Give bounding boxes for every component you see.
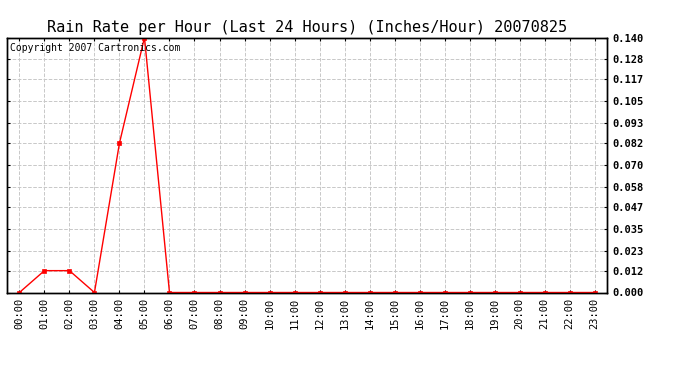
Text: Copyright 2007 Cartronics.com: Copyright 2007 Cartronics.com [10, 43, 180, 52]
Title: Rain Rate per Hour (Last 24 Hours) (Inches/Hour) 20070825: Rain Rate per Hour (Last 24 Hours) (Inch… [47, 20, 567, 35]
